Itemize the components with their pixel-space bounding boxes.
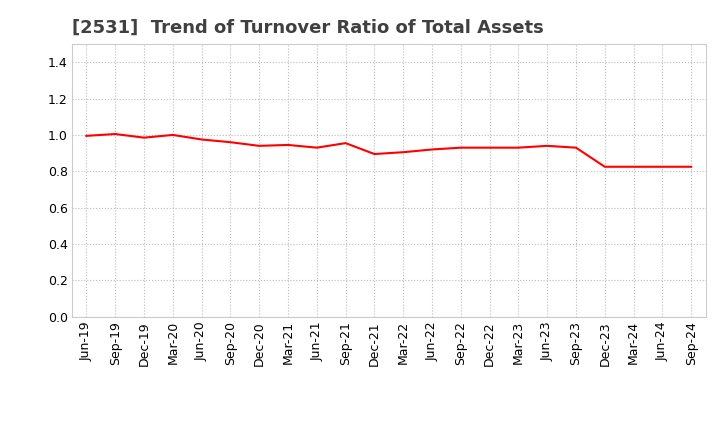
- Text: [2531]  Trend of Turnover Ratio of Total Assets: [2531] Trend of Turnover Ratio of Total …: [72, 19, 544, 37]
